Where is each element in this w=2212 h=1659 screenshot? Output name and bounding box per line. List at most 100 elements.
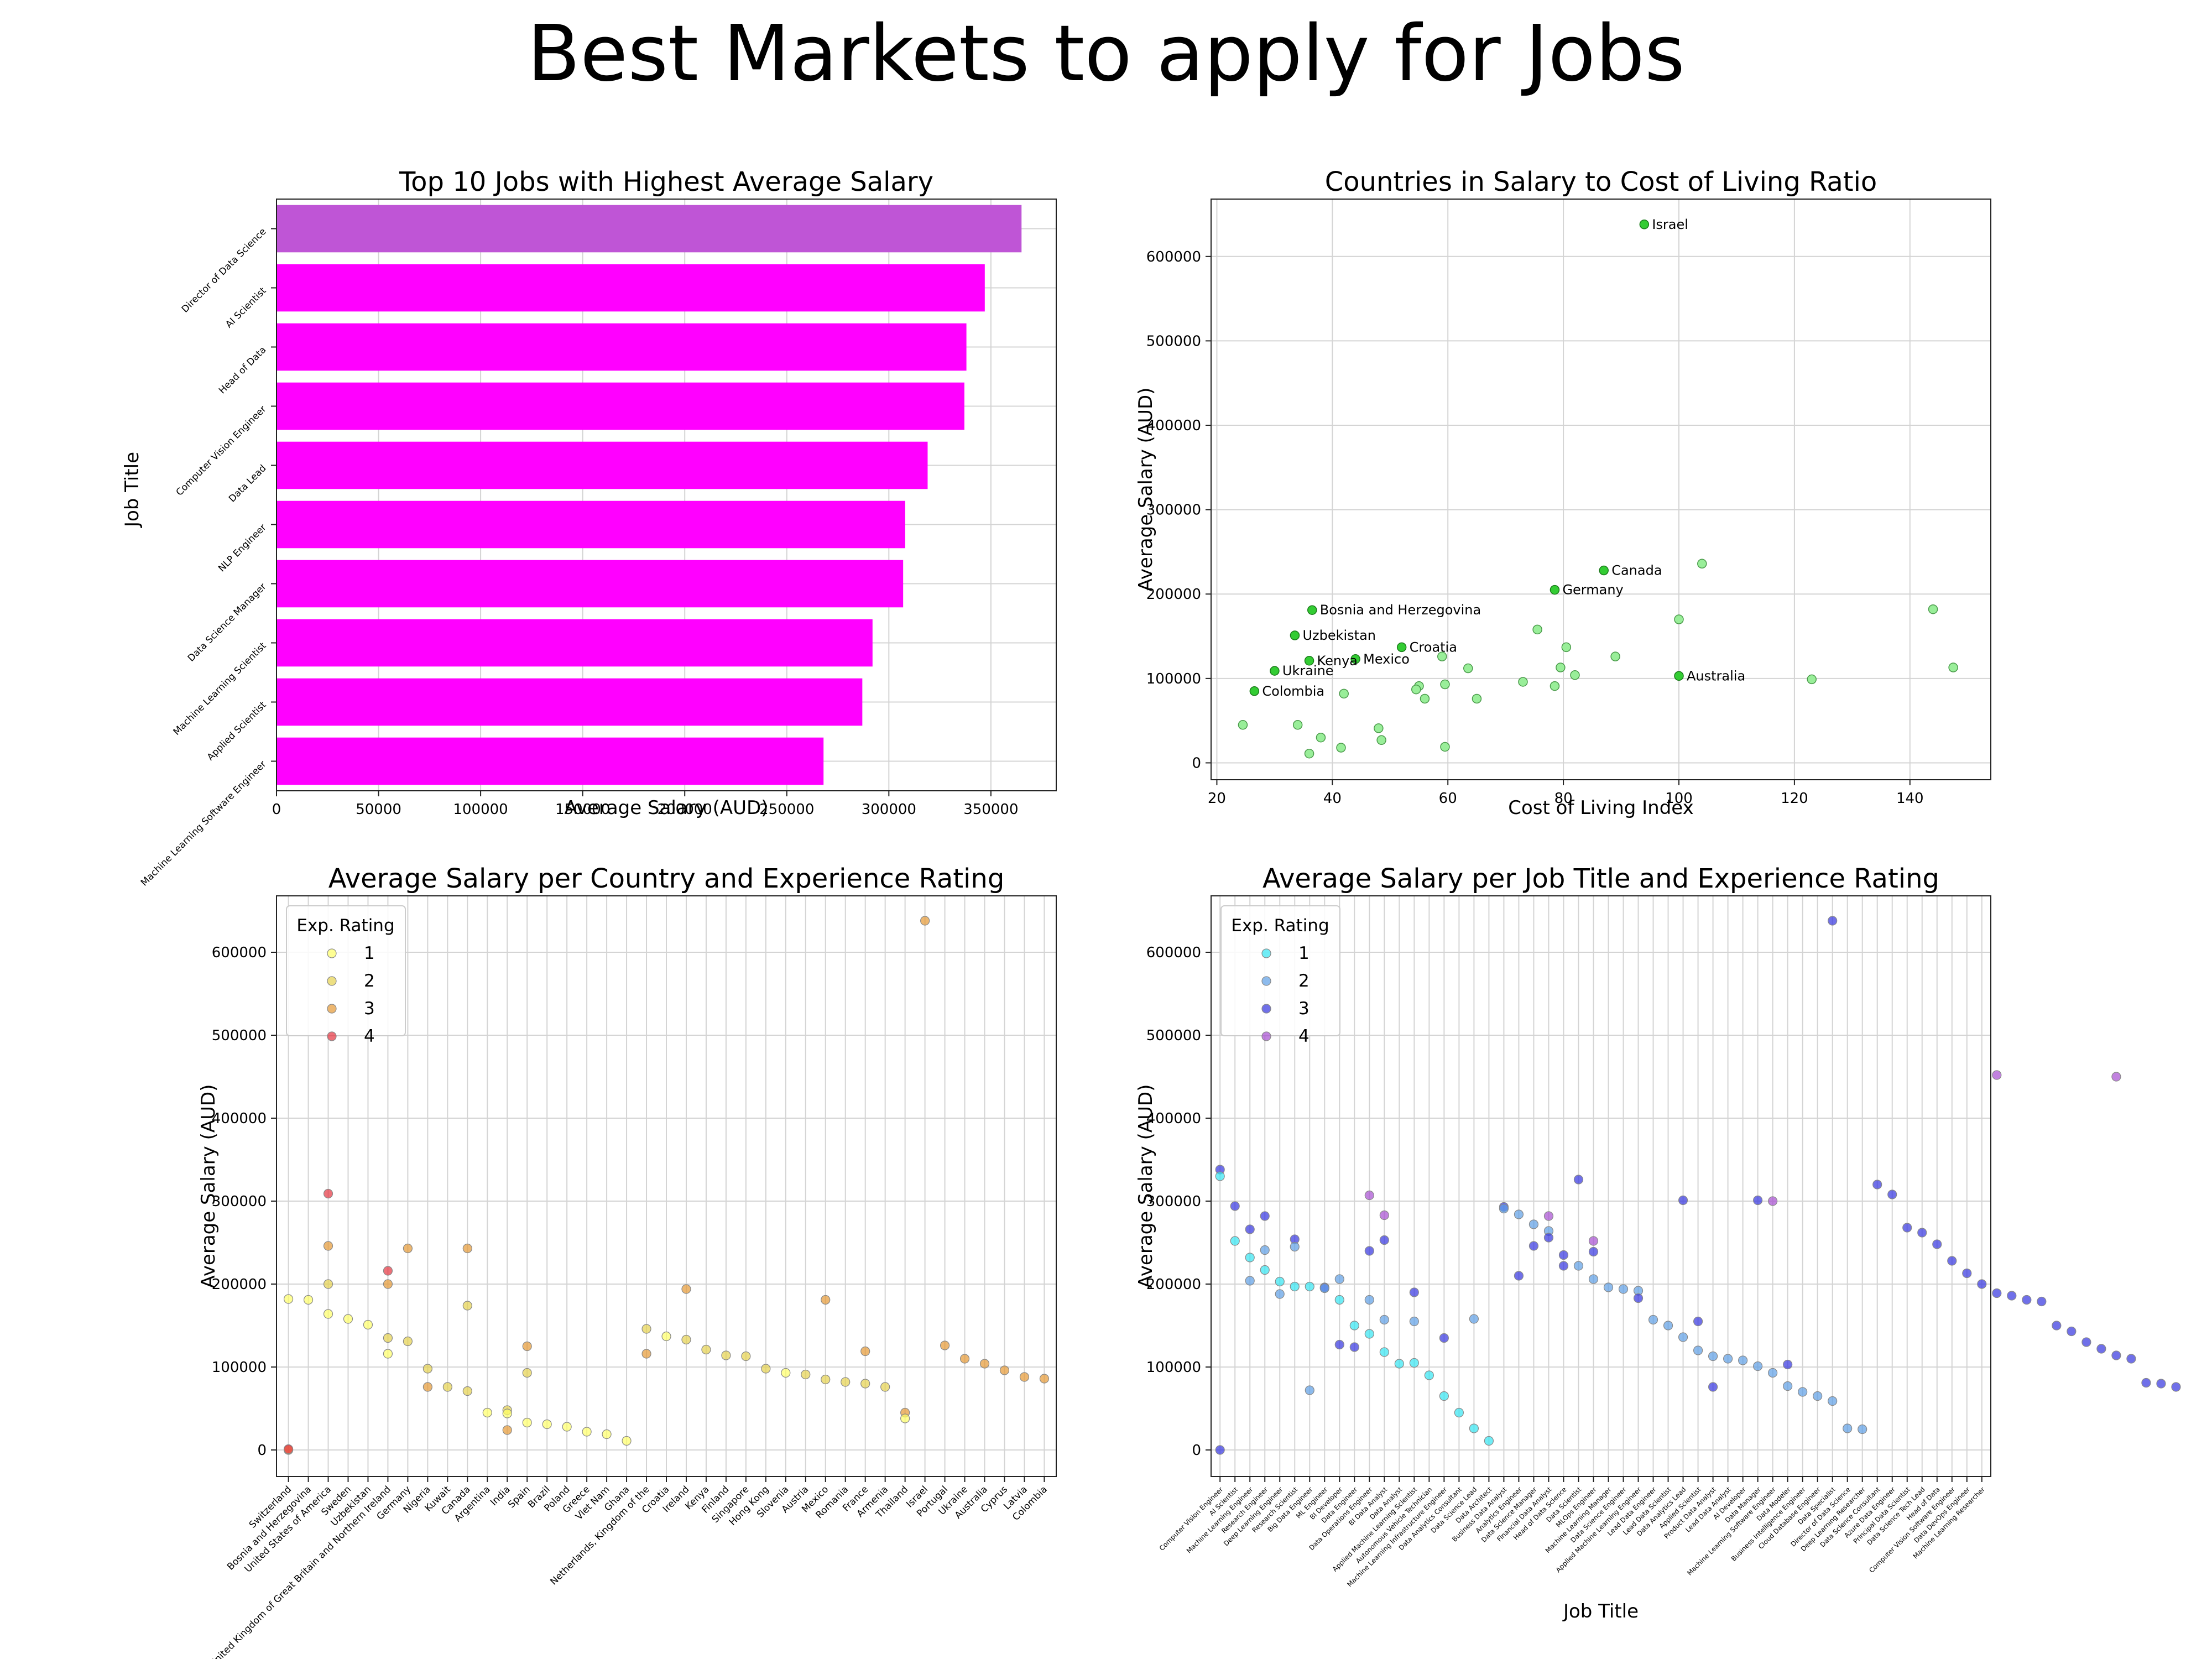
scatter-point [1783,1381,1793,1391]
scatter-point [1364,1190,1374,1201]
bar-chart-top-jobs: Top 10 Jobs with Highest Average Salary 0… [121,166,1057,889]
scatter-point [1376,735,1386,745]
scatter-point [1962,1268,1972,1279]
bar [276,500,905,549]
x-tick-label: 250000 [759,801,814,818]
scatter-point [1230,1236,1240,1246]
y-tick-label: Machine Learning Scientist [171,640,269,738]
scatter-point [1439,1391,1449,1401]
labeled-point [1350,654,1360,664]
scatter-point [1215,1445,1225,1455]
scatter-point [1245,1276,1255,1286]
scatter-point [721,1350,731,1360]
scatter-point [1858,1424,1867,1434]
scatter-point [641,1349,651,1359]
chart-title: Average Salary per Country and Experienc… [328,863,1005,894]
point-label: Croatia [1410,639,1457,655]
plot-frame [276,895,1057,1477]
scatter-point [1753,1361,1763,1371]
scatter-point [2096,1344,2106,1354]
figure-title: Best Markets to apply for Jobs [527,9,1685,99]
scatter-point [801,1369,811,1380]
y-tick-label: 400000 [1146,418,1201,434]
scatter-point [761,1364,771,1374]
plot-frame [276,199,1057,791]
scatter-point [323,1279,333,1289]
x-tick-label: 150000 [555,801,610,818]
scatter-point [1843,1423,1853,1433]
scatter-point [2126,1354,2136,1364]
scatter-point [1570,670,1580,680]
scatter-point [1364,1295,1374,1305]
legend-entry: 2 [364,971,375,991]
scatter-point [1528,1241,1539,1251]
scatter-point [1409,1358,1419,1368]
scatter-point [283,1294,294,1304]
bar [276,323,967,371]
legend-title: Exp. Rating [1231,916,1329,936]
legend-entry: 4 [364,1026,375,1046]
bar [276,441,928,489]
scatter-point [1573,1175,1584,1185]
scatter-point [462,1386,472,1396]
scatter-point [1543,1233,1554,1243]
scatter-point [821,1374,831,1385]
labeled-point [1639,220,1650,229]
scatter-point [1215,1171,1225,1181]
scatter-point [1336,743,1346,753]
scatter-point [1420,693,1430,704]
scatter-point [1556,662,1566,672]
scatter-point [343,1314,353,1324]
scatter-point [2007,1291,2017,1301]
scatter-point [482,1407,492,1418]
scatter-point [1518,677,1528,687]
scatter-point [462,1243,472,1254]
y-tick-label: 500000 [1146,333,1201,349]
point-label: Israel [1652,217,1688,232]
scatter-point [860,1379,870,1389]
x-axis-label: Cost of Living Index [1508,797,1693,819]
point-label: Australia [1687,668,1745,684]
scatter-point [2052,1321,2062,1331]
scatter-point [1379,1347,1389,1357]
labeled-point [1396,642,1407,653]
y-tick-label: Machine Learning Software Engineer [139,759,269,889]
scatter-point [1558,1261,1569,1271]
scatter-point [1603,1282,1614,1292]
scatter-point [999,1365,1010,1375]
point-label: Colombia [1262,684,1324,699]
scatter-point [1439,1333,1449,1343]
y-axis-label: Average Salary (AUD) [1135,388,1157,592]
labeled-point [1270,666,1280,676]
scatter-point [363,1319,373,1330]
plot-frame [1211,199,1991,780]
scatter-point [681,1334,691,1345]
scatter-point [1394,1359,1404,1369]
x-tick-label: 60 [1439,790,1457,807]
scatter-point [940,1340,950,1350]
scatter-point [880,1382,890,1392]
y-tick-label: Applied Scientist [205,700,269,763]
scatter-point [1902,1223,1912,1233]
scatter-point [1364,1246,1374,1256]
scatter-point [1305,1281,1314,1292]
scatter-point [622,1436,632,1446]
scatter-point [1260,1211,1270,1221]
scatter-point [1543,1211,1554,1221]
y-tick-label: 200000 [212,1276,267,1293]
plot-frame [1211,895,1991,1477]
scatter-point [1499,1203,1509,1214]
scatter-point [323,1309,333,1319]
scatter-point [1708,1382,1718,1392]
scatter-point [701,1344,711,1355]
labeled-point [1290,630,1300,640]
scatter-point [1753,1195,1763,1206]
scatter-point [1409,1316,1419,1327]
bar [276,264,985,312]
scatter-point [1618,1284,1629,1294]
scatter-point [920,916,930,926]
scatter-point [1573,1261,1584,1271]
y-tick-label: 500000 [1146,1027,1201,1044]
scatter-point [1411,684,1421,695]
scatter-point [1472,693,1482,704]
